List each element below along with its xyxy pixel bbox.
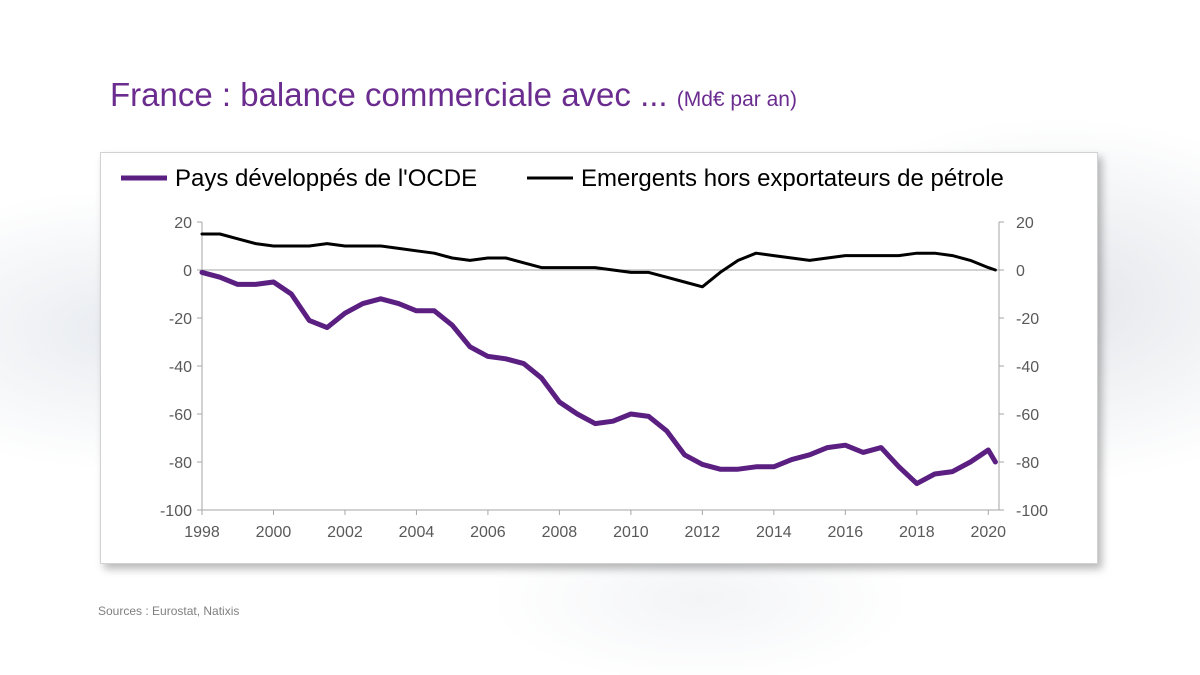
y-tick-label-right: -80: [1016, 455, 1039, 472]
x-tick-label: 2010: [613, 524, 649, 541]
y-tick-label-left: 0: [183, 263, 192, 280]
y-tick-label-right: -60: [1016, 407, 1039, 424]
x-tick-label: 2002: [327, 524, 363, 541]
y-tick-label-left: -40: [169, 359, 192, 376]
series-line-emerging: [200, 232, 997, 289]
slide-title: France : balance commerciale avec ... (M…: [110, 76, 797, 114]
x-tick-label: 2014: [756, 524, 792, 541]
y-tick-label-right: -40: [1016, 359, 1039, 376]
x-tick-label: 2006: [470, 524, 506, 541]
y-tick-label-left: -60: [169, 407, 192, 424]
x-tick-label: 2018: [899, 524, 935, 541]
series-layer: [199, 232, 998, 487]
legend: Pays développés de l'OCDE Emergents hors…: [121, 165, 1004, 192]
line-chart: Pays développés de l'OCDE Emergents hors…: [121, 165, 1048, 541]
slide-title-main: France : balance commerciale avec ...: [110, 76, 668, 113]
legend-label-oecd: Pays développés de l'OCDE: [175, 165, 477, 192]
x-tick-label: 2012: [685, 524, 721, 541]
y-tick-label-right: -20: [1016, 311, 1039, 328]
x-tick-label: 2020: [970, 524, 1006, 541]
x-tick-label: 2016: [828, 524, 864, 541]
y-tick-label-left: -100: [160, 503, 192, 520]
y-tick-label-right: -100: [1016, 503, 1048, 520]
chart-panel: Pays développés de l'OCDE Emergents hors…: [100, 152, 1098, 564]
y-tick-label-right: 20: [1016, 215, 1034, 232]
x-tick-label: 1998: [184, 524, 220, 541]
y-tick-label-left: -20: [169, 311, 192, 328]
x-tick-label: 2004: [399, 524, 435, 541]
y-tick-label-left: 20: [174, 215, 192, 232]
y-tick-label-left: -80: [169, 455, 192, 472]
x-tick-label: 2008: [542, 524, 578, 541]
x-tick-label: 2000: [256, 524, 292, 541]
series-line-oecd: [199, 269, 998, 487]
source-note: Sources : Eurostat, Natixis: [98, 604, 240, 618]
slide-title-unit: (Md€ par an): [676, 88, 797, 111]
y-tick-label-right: 0: [1016, 263, 1025, 280]
axes: 20 200 0-20 -20-40 -40-60 -60-80 -80-100 -10019…: [160, 215, 1048, 541]
legend-label-emerging: Emergents hors exportateurs de pétrole: [581, 165, 1004, 192]
